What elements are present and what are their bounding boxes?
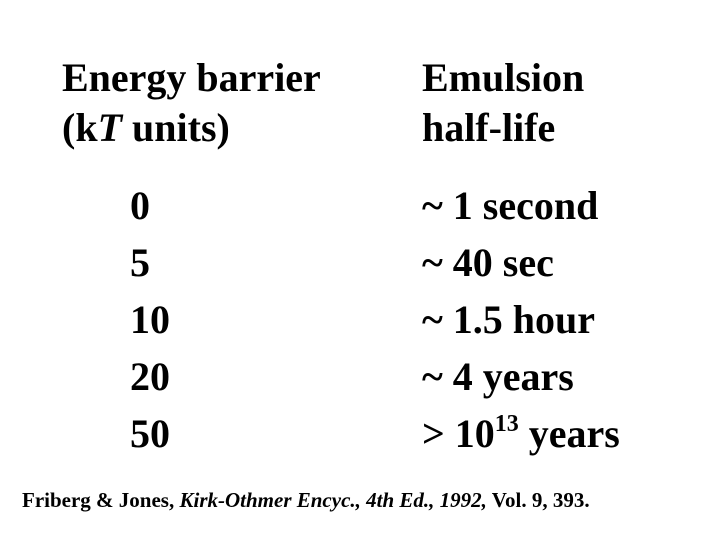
header-line: Emulsion	[422, 55, 585, 100]
header-line: Energy barrier	[62, 55, 321, 100]
half-life-text: > 10	[422, 411, 495, 456]
header-line: (kT units)	[62, 108, 230, 148]
header-text: units)	[122, 105, 230, 150]
header-text: T	[97, 105, 123, 150]
barrier-value: 0	[130, 183, 150, 228]
barrier-value: 10	[130, 297, 170, 342]
citation-text: Vol. 9, 393.	[486, 488, 590, 512]
citation-text: Friberg & Jones,	[22, 488, 180, 512]
header-text: (k	[62, 105, 98, 150]
half-life-exponent: 13	[494, 411, 519, 437]
citation: Friberg & Jones, Kirk-Othmer Encyc., 4th…	[22, 488, 590, 513]
half-life-value: > 1013 years	[422, 411, 620, 456]
half-life-value: ~ 1.5 hour	[422, 297, 596, 342]
header-line: half-life	[422, 105, 556, 150]
half-life-text: years	[518, 411, 620, 456]
barrier-value: 20	[130, 354, 170, 399]
half-life-value: ~ 40 sec	[422, 240, 554, 285]
half-life-value: ~ 4 years	[422, 354, 574, 399]
half-life-value: ~ 1 second	[422, 183, 599, 228]
citation-text: Kirk-Othmer Encyc., 4th Ed., 1992,	[179, 488, 487, 512]
barrier-value: 5	[130, 240, 150, 285]
barrier-value: 50	[130, 411, 170, 456]
